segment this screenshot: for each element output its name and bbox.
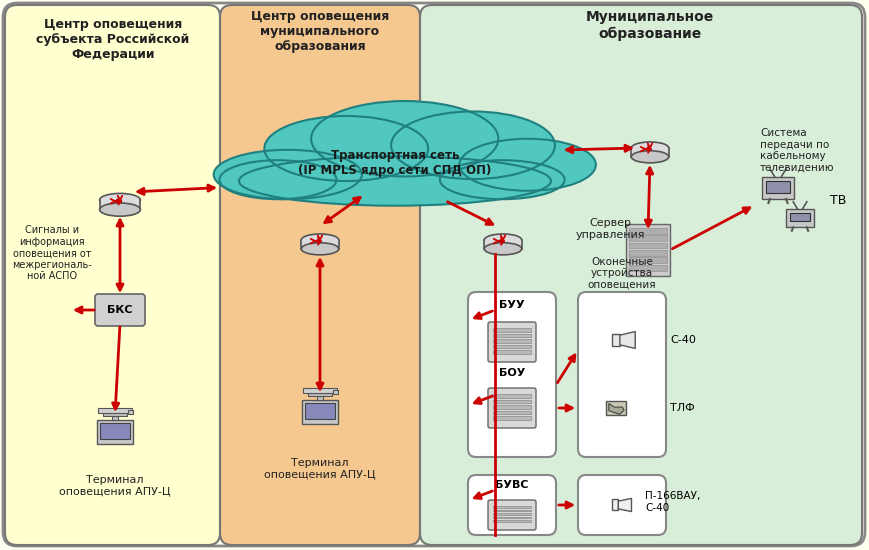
Ellipse shape [631,151,668,163]
Bar [493,517,530,519]
Ellipse shape [264,116,428,181]
Bar [493,510,530,511]
Polygon shape [608,404,623,414]
FancyBboxPatch shape [488,500,535,530]
Text: БКС: БКС [107,305,133,315]
Bar [96,420,133,444]
Ellipse shape [239,156,550,206]
Text: Сигналы и
информация
оповещения от
межрегиональ-
ной АСПО: Сигналы и информация оповещения от межре… [12,225,92,282]
Text: Сервер
управления: Сервер управления [574,218,644,240]
Bar [484,240,521,249]
FancyBboxPatch shape [468,292,555,457]
Bar [628,243,667,249]
Bar [612,334,619,346]
Polygon shape [619,332,634,349]
Text: БУВС: БУВС [494,480,528,490]
Bar [112,416,118,420]
Text: Центр оповещения
муниципального
образования: Центр оповещения муниципального образова… [250,10,388,53]
Bar [493,513,530,515]
Bar [628,228,667,234]
Ellipse shape [631,142,668,154]
Bar [493,506,530,508]
Text: Терминал
оповещения АПУ-Ц: Терминал оповещения АПУ-Ц [59,475,170,497]
Ellipse shape [301,243,338,255]
Bar [493,334,530,337]
FancyBboxPatch shape [5,5,220,545]
Text: Транспортная сеть
(IP MPLS ядро сети СПД ОП): Транспортная сеть (IP MPLS ядро сети СПД… [298,149,491,177]
Bar [606,401,625,415]
FancyBboxPatch shape [95,294,145,326]
Bar [765,181,789,193]
Text: БУУ: БУУ [499,300,524,310]
FancyBboxPatch shape [3,3,864,546]
Text: Система
передачи по
кабельному
телевидению: Система передачи по кабельному телевиден… [760,128,833,173]
Bar [628,265,667,271]
Ellipse shape [99,194,140,207]
Bar [493,345,530,348]
Ellipse shape [301,234,338,246]
Bar [103,414,127,416]
Polygon shape [618,498,631,512]
Ellipse shape [484,243,521,255]
Bar [303,388,336,393]
FancyBboxPatch shape [577,292,666,457]
FancyBboxPatch shape [577,475,666,535]
Bar [316,397,322,400]
Bar [308,393,332,397]
Text: БОУ: БОУ [498,368,525,378]
Bar [790,213,809,221]
Bar [611,499,618,510]
FancyBboxPatch shape [488,388,535,428]
Text: Терминал
оповещения АПУ-Ц: Терминал оповещения АПУ-Ц [264,458,375,480]
Bar [100,423,129,439]
Text: Оконечные
устройства
оповещения: Оконечные устройства оповещения [587,257,655,290]
Bar [493,394,530,398]
Bar [493,405,530,409]
FancyBboxPatch shape [420,5,861,545]
Bar [128,410,132,414]
Bar [493,520,530,522]
Bar [493,411,530,414]
Ellipse shape [311,101,498,177]
Text: ТВ: ТВ [829,194,846,206]
FancyBboxPatch shape [468,475,555,535]
Text: ТЛФ: ТЛФ [669,403,693,413]
Bar [302,400,338,424]
Bar [493,339,530,343]
Bar [305,403,335,419]
Bar [628,235,667,241]
Bar [628,250,667,256]
Bar [626,224,669,276]
Bar [628,257,667,263]
Bar [786,208,813,227]
Text: Муниципальное
образование: Муниципальное образование [585,10,713,41]
Ellipse shape [484,234,521,246]
Bar [493,328,530,332]
FancyBboxPatch shape [220,5,420,545]
Ellipse shape [214,150,362,199]
Ellipse shape [459,139,595,191]
Bar [493,350,530,354]
Bar [301,240,338,249]
Text: С-40: С-40 [669,335,695,345]
FancyBboxPatch shape [488,322,535,362]
Text: П-166ВАУ,
С-40: П-166ВАУ, С-40 [644,491,700,513]
Bar [333,390,337,394]
Bar [493,400,530,403]
Ellipse shape [219,160,336,199]
Bar [493,416,530,420]
Text: Центр оповещения
субъекта Российской
Федерации: Центр оповещения субъекта Российской Фед… [36,18,189,61]
Ellipse shape [440,160,564,199]
Bar [631,148,668,157]
Ellipse shape [99,203,140,216]
Bar [98,408,131,414]
Bar [99,200,140,210]
Bar [761,177,793,199]
Ellipse shape [391,112,554,179]
